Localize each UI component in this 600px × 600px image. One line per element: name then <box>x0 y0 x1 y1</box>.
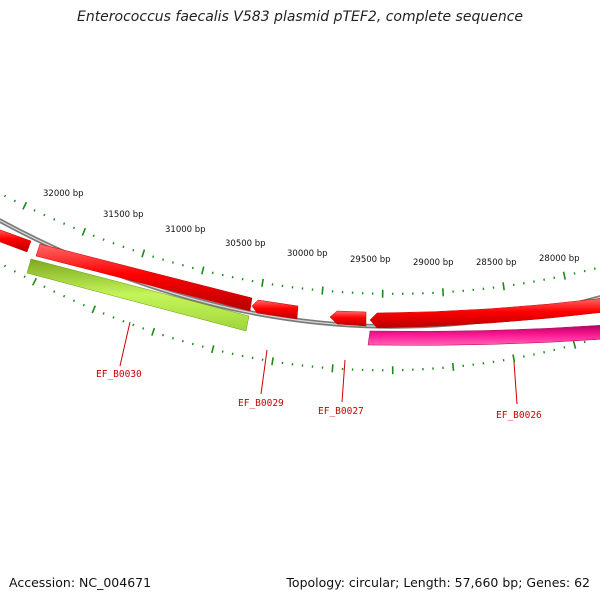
minor-tick <box>102 238 105 241</box>
minor-tick <box>162 333 165 337</box>
major-tick <box>210 345 215 354</box>
major-tick <box>331 364 334 373</box>
minor-tick <box>191 266 194 270</box>
major-tick <box>451 362 455 371</box>
minor-tick <box>72 299 76 303</box>
minor-tick <box>82 303 85 307</box>
minor-tick <box>191 342 194 346</box>
tick-label: 28500 bp <box>476 258 517 268</box>
minor-tick <box>3 264 7 268</box>
major-tick <box>271 357 274 366</box>
minor-tick <box>23 275 26 278</box>
gene-arrow-ef-b0030[interactable] <box>26 258 250 332</box>
minor-tick <box>112 242 115 245</box>
minor-tick <box>142 327 145 330</box>
major-tick <box>502 282 505 291</box>
minor-tick <box>181 339 184 343</box>
minor-tick <box>152 255 155 258</box>
minor-tick <box>563 346 566 349</box>
minor-tick <box>43 285 46 289</box>
gene-leader-line <box>341 359 346 403</box>
minor-tick <box>33 209 36 212</box>
major-tick <box>512 354 516 363</box>
tick-label: 31500 bp <box>103 210 144 220</box>
minor-tick <box>171 261 174 264</box>
major-tick <box>141 249 146 258</box>
minor-tick <box>181 264 184 267</box>
tick-label: 30000 bp <box>287 249 328 259</box>
major-tick <box>31 277 38 286</box>
minor-tick <box>201 345 204 348</box>
major-tick <box>151 327 156 336</box>
outer-tick-ruler <box>3 194 596 298</box>
minor-tick <box>112 316 115 319</box>
minor-tick <box>132 323 135 327</box>
gene-arrow[interactable] <box>35 243 253 312</box>
major-tick <box>81 227 87 236</box>
minor-tick <box>122 245 125 249</box>
minor-tick <box>583 269 586 273</box>
minor-tick <box>43 213 46 217</box>
minor-tick <box>63 222 66 225</box>
minor-tick <box>3 194 7 198</box>
tick-label: 31000 bp <box>165 225 206 235</box>
gene-arrow[interactable] <box>369 298 600 329</box>
tick-label: 29000 bp <box>413 258 454 268</box>
minor-tick <box>72 226 76 230</box>
tick-label: 30500 bp <box>225 239 266 249</box>
major-tick <box>91 305 97 314</box>
topology-text: Topology: circular; Length: 57,660 bp; G… <box>286 575 590 590</box>
major-tick <box>201 266 205 275</box>
gene-arrow-ef-b0027[interactable] <box>329 310 367 327</box>
minor-tick <box>583 340 586 344</box>
minor-tick <box>13 270 16 273</box>
gene-label-ef-b0027[interactable]: EF_B0027 <box>318 406 364 417</box>
major-tick <box>572 340 577 349</box>
gene-leader-line <box>119 321 131 367</box>
minor-tick <box>122 320 125 323</box>
minor-tick <box>221 350 224 353</box>
gene-label-ef-b0026[interactable]: EF_B0026 <box>496 410 542 421</box>
gene-arrow-ef-b0029[interactable] <box>251 299 299 320</box>
minor-tick <box>92 234 95 238</box>
map-title: Enterococcus faecalis V583 plasmid pTEF2… <box>76 9 524 25</box>
gene-label-ef-b0029[interactable]: EF_B0029 <box>238 398 284 409</box>
major-tick <box>22 201 28 210</box>
minor-tick <box>132 248 135 252</box>
tick-label: 29500 bp <box>350 255 391 265</box>
major-tick <box>321 286 324 295</box>
gene-leader-line <box>513 361 518 405</box>
major-tick <box>261 278 264 287</box>
minor-tick <box>553 348 556 352</box>
gene-leader-line <box>260 349 268 395</box>
minor-tick <box>53 290 56 293</box>
minor-tick <box>13 199 16 203</box>
gene-label-ef-b0030[interactable]: EF_B0030 <box>96 369 142 380</box>
minor-tick <box>593 267 596 270</box>
accession-text: Accession: NC_004671 <box>9 575 152 590</box>
gene-arrow[interactable] <box>0 228 32 253</box>
minor-tick <box>62 294 66 298</box>
major-tick <box>562 271 566 280</box>
minor-tick <box>102 312 105 315</box>
minor-tick <box>171 336 174 340</box>
gene-arrow-ef-b0026[interactable] <box>367 325 600 346</box>
tick-label: 32000 bp <box>43 189 84 199</box>
minor-tick <box>162 258 165 261</box>
tick-label: 28000 bp <box>539 254 580 264</box>
minor-tick <box>53 218 56 221</box>
